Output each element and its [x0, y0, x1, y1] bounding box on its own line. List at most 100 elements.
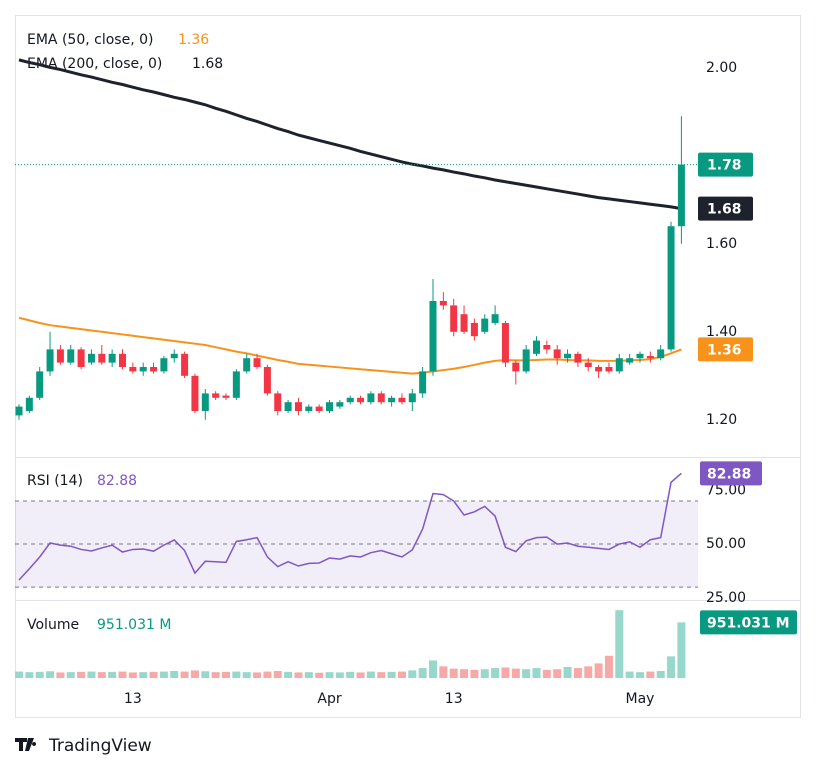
volume-bar [97, 672, 106, 678]
volume-bar [522, 669, 531, 678]
legend-volume: Volume [27, 617, 79, 633]
volume-bar [232, 671, 241, 678]
volume-bar [253, 672, 262, 678]
price-label-text: 1.78 [707, 158, 742, 174]
volume-bar [532, 668, 541, 678]
price-label: 1.78 [698, 152, 753, 177]
candle-body [543, 345, 551, 350]
volume-bar [542, 669, 551, 678]
candle-body [232, 371, 240, 398]
candle-body [15, 406, 23, 416]
legend-rsi: RSI (14) [27, 473, 83, 489]
volume-bar [677, 622, 686, 678]
candle-body [326, 402, 333, 411]
candle-body [595, 367, 603, 372]
y-tick-label: 1.60 [706, 236, 737, 252]
volume-bar [636, 672, 644, 678]
candle-body [243, 358, 251, 372]
candle-body [263, 367, 271, 394]
x-tick-label: May [626, 691, 655, 707]
candle-body [367, 393, 375, 403]
volume-bar [66, 672, 75, 678]
candle-body [253, 358, 261, 367]
volume-bar [470, 669, 479, 678]
x-tick-label: 13 [124, 691, 142, 707]
candle-body [160, 358, 168, 372]
price-label-bg [698, 152, 753, 177]
candle-body [56, 349, 64, 363]
x-tick-label: Apr [317, 691, 341, 707]
volume-bar [180, 671, 189, 678]
volume-bar [408, 670, 417, 678]
volume-bar [397, 671, 406, 678]
candle-body [615, 358, 623, 372]
candle-body [294, 402, 302, 411]
candle-body [119, 353, 126, 367]
candle-body [67, 349, 75, 363]
candle-body [222, 395, 230, 398]
volume-bar [573, 668, 582, 678]
volume-bar [294, 672, 303, 678]
brand: TradingView [48, 736, 152, 756]
volume-bar [460, 669, 469, 678]
volume-bar [418, 668, 427, 678]
candle-body [150, 367, 158, 372]
volume-bar [449, 668, 458, 678]
candle-body [470, 323, 478, 337]
candle-body [398, 397, 406, 403]
volume-label-bg [700, 610, 797, 635]
volume-bar [667, 656, 676, 678]
candle-body [408, 393, 416, 403]
volume-bar [315, 672, 324, 678]
price-label: 1.36 [698, 337, 753, 362]
volume-bar [15, 671, 23, 678]
volume-bar [159, 671, 168, 678]
volume-bar [25, 672, 34, 678]
ema-line [18, 58, 682, 211]
candle-body [87, 353, 95, 363]
candle-body [419, 371, 427, 394]
volume-label: 951.031 M [700, 610, 797, 635]
candle-body [170, 353, 178, 359]
candle-body [677, 164, 685, 227]
legend-ema50-value: 1.36 [178, 32, 209, 48]
y-tick-label: 50.00 [706, 536, 746, 552]
rsi-label-text: 82.88 [707, 466, 751, 482]
candle-body [491, 314, 499, 323]
volume-bar [553, 669, 562, 678]
volume-bar [149, 671, 158, 678]
volume-bar [118, 671, 127, 678]
y-tick-label: 25.00 [706, 590, 746, 606]
volume-label-text: 951.031 M [707, 615, 790, 631]
volume-bar [366, 671, 375, 678]
candle-body [181, 353, 189, 376]
volume-bar [625, 671, 634, 678]
price-label-bg [698, 337, 753, 362]
candle-body [108, 353, 116, 363]
volume-bar [263, 671, 272, 678]
volume-bar [325, 672, 334, 678]
candle-body [657, 349, 665, 359]
candle-body [429, 301, 437, 372]
candle-body [98, 353, 106, 363]
candle-body [315, 406, 323, 411]
volume-bar [87, 671, 96, 678]
volume-bar [304, 672, 313, 678]
candle-body [522, 349, 530, 372]
volume-bar [563, 666, 572, 678]
candle-body [564, 353, 572, 359]
candle-body [460, 314, 468, 332]
candle-body [377, 393, 385, 403]
volume-bar [242, 672, 251, 678]
candle-body [336, 402, 344, 407]
volume-bar [201, 671, 210, 678]
candle-body [626, 358, 634, 363]
volume-bar [211, 672, 220, 678]
price-label: 1.68 [698, 196, 753, 221]
volume-bar [273, 670, 282, 678]
rsi-label-bg [700, 461, 762, 486]
volume-bar [501, 667, 510, 678]
candle-body [346, 397, 354, 403]
candle-body [305, 406, 313, 411]
